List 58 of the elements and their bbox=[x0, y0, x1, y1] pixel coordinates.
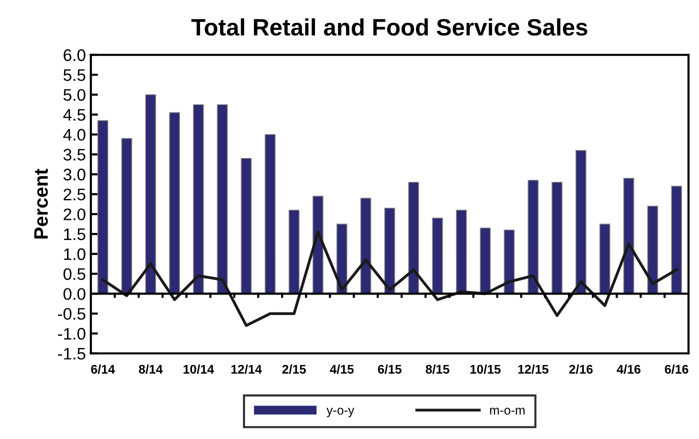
x-tick-label: 4/16 bbox=[616, 364, 640, 374]
bar bbox=[312, 196, 324, 294]
x-tick-label: 2/15 bbox=[282, 364, 306, 374]
bar bbox=[576, 150, 586, 294]
x-tick-label: 6/14 bbox=[91, 364, 115, 374]
x-tick-label: 10/14 bbox=[184, 364, 214, 374]
bar bbox=[480, 228, 491, 294]
x-tick-label: 12/14 bbox=[231, 364, 262, 374]
bar bbox=[623, 178, 634, 294]
bar bbox=[336, 224, 348, 294]
bar bbox=[264, 134, 276, 294]
bar bbox=[528, 180, 539, 294]
y-tick-label: -0.5 bbox=[58, 308, 86, 320]
y-axis-title: Percent bbox=[34, 168, 48, 238]
x-tick-label: 8/15 bbox=[426, 364, 450, 374]
legend-label: y-o-y bbox=[326, 408, 354, 418]
line-series bbox=[101, 230, 678, 327]
x-tick-label: 12/15 bbox=[518, 364, 548, 374]
y-tick-label: 3.5 bbox=[63, 148, 86, 161]
bar bbox=[169, 112, 180, 294]
y-tick-label: 1.5 bbox=[64, 228, 86, 240]
bar bbox=[408, 182, 420, 294]
bar bbox=[647, 206, 658, 294]
bar bbox=[145, 94, 156, 294]
y-tick-label: -1.5 bbox=[58, 348, 86, 360]
legend-label: m-o-m bbox=[490, 408, 525, 415]
y-tick-label: 4.0 bbox=[63, 128, 86, 141]
x-tick-label: 8/14 bbox=[138, 364, 163, 374]
bar bbox=[599, 224, 610, 294]
bar bbox=[384, 208, 396, 294]
x-tick-label: 6/16 bbox=[664, 364, 688, 374]
y-tick-label: -1.0 bbox=[58, 328, 86, 340]
bar bbox=[360, 198, 372, 294]
bar bbox=[121, 138, 132, 294]
x-tick-label: 6/15 bbox=[378, 364, 402, 374]
bar bbox=[552, 182, 562, 294]
x-tick-label: 4/15 bbox=[330, 364, 354, 374]
bar bbox=[216, 104, 228, 294]
y-tick-label: 0.0 bbox=[63, 288, 86, 300]
x-tick-label: 10/15 bbox=[470, 364, 501, 374]
y-tick-label: 5.5 bbox=[64, 69, 86, 81]
y-tick-label: 5.0 bbox=[64, 89, 86, 101]
bar bbox=[671, 186, 682, 294]
y-tick-label: 0.5 bbox=[63, 268, 86, 280]
y-tick-label: 6.0 bbox=[64, 49, 86, 62]
y-tick-label: 2.0 bbox=[64, 208, 86, 220]
y-tick-label: 4.5 bbox=[63, 109, 86, 121]
chart-title: Total Retail and Food Service Sales bbox=[191, 18, 588, 36]
bar bbox=[288, 210, 300, 294]
bar bbox=[432, 218, 443, 294]
y-tick-label: 1.0 bbox=[64, 248, 86, 260]
y-tick-label: 3.0 bbox=[63, 168, 86, 180]
bar bbox=[504, 230, 515, 294]
x-tick-label: 2/16 bbox=[569, 364, 593, 374]
bar bbox=[240, 158, 252, 294]
bar bbox=[193, 104, 204, 294]
bar bbox=[97, 120, 108, 294]
y-tick-label: 2.5 bbox=[64, 188, 86, 200]
